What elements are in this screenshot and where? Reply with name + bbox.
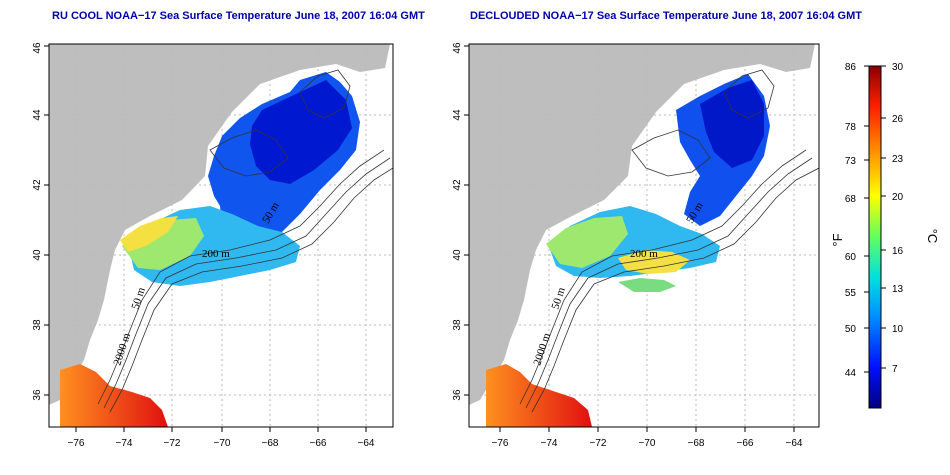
x-tick-label: −70 (639, 438, 656, 449)
right-map-panel: 200 m 50 m 2000 m 50 m −76 −74 −72 −70 −… (452, 42, 820, 449)
south-warm-region (60, 364, 168, 427)
x-tick-label: −74 (116, 438, 133, 449)
left-plot-frame (48, 43, 394, 428)
temperature-colorbar: 86 78 73 68 60 55 50 44 30 26 23 20 16 1… (830, 62, 940, 409)
y-tick-label: 44 (32, 109, 43, 121)
left-map-panel: 200 m 50 m 2000 m 50 m −76 −74 −72 −70 −… (32, 42, 394, 449)
colorbar-f-tick: 86 (845, 62, 857, 73)
left-x-axis: −76 −74 −72 −70 −68 −66 −64 (68, 427, 375, 449)
x-tick-label: −64 (786, 438, 803, 449)
land-mass (469, 44, 815, 405)
yellow-sst-patch (618, 250, 690, 274)
colorbar-c-tick: 30 (892, 62, 904, 73)
y-tick-label: 46 (32, 42, 43, 54)
right-y-axis: 36 38 40 42 44 46 (452, 42, 469, 401)
left-map-content: 200 m 50 m 2000 m 50 m (49, 44, 393, 427)
x-tick-label: −76 (68, 438, 85, 449)
contour-label-200m: 200 m (630, 248, 658, 260)
bathymetry-contours (97, 69, 393, 413)
y-tick-label: 44 (452, 109, 463, 121)
colorbar-c-tick: 23 (892, 154, 904, 165)
right-x-axis: −76 −74 −72 −70 −68 −66 −64 (492, 427, 803, 449)
y-tick-label: 40 (452, 249, 463, 261)
warm-shelf-sst (546, 216, 628, 268)
left-map-title: RU COOL NOAA−17 Sea Surface Temperature … (52, 10, 425, 22)
colorbar-c-tick: 20 (892, 192, 904, 203)
y-tick-label: 38 (452, 319, 463, 331)
colorbar-c-tick: 13 (892, 284, 904, 295)
right-plot-frame (468, 43, 820, 428)
cold-sst-core (700, 80, 764, 168)
bathymetry-contours (519, 69, 819, 413)
y-tick-label: 42 (452, 179, 463, 191)
x-tick-label: −74 (541, 438, 558, 449)
yellow-sst-patch (120, 216, 178, 252)
x-tick-label: −66 (310, 438, 327, 449)
colorbar-f-tick: 44 (845, 368, 857, 379)
colorbar-f-tick: 60 (845, 252, 857, 263)
x-tick-label: −68 (688, 438, 705, 449)
colorbar-c-tick: 7 (892, 364, 898, 375)
right-map-content: 200 m 50 m 2000 m 50 m (469, 44, 819, 427)
x-tick-label: −66 (737, 438, 754, 449)
colorbar-f-tick: 68 (845, 194, 857, 205)
south-warm-region (486, 364, 592, 427)
contour-label-200m: 200 m (202, 248, 230, 260)
left-y-axis: 36 38 40 42 44 46 (32, 42, 49, 401)
y-tick-label: 40 (32, 249, 43, 261)
x-tick-label: −72 (590, 438, 607, 449)
colorbar-c-tick: 10 (892, 324, 904, 335)
x-tick-label: −70 (214, 438, 231, 449)
colorbar-f-tick: 78 (845, 122, 857, 133)
right-map-title: DECLOUDED NOAA−17 Sea Surface Temperatur… (470, 10, 862, 22)
colorbar-c-tick: 26 (892, 114, 904, 125)
y-tick-label: 38 (32, 319, 43, 331)
colorbar-gradient (868, 65, 882, 409)
colorbar-c-tick: 16 (892, 246, 904, 257)
colorbar-f-tick: 55 (845, 288, 857, 299)
colorbar-f-tick: 50 (845, 324, 857, 335)
y-tick-label: 36 (32, 389, 43, 401)
fahrenheit-unit-label: °F (830, 233, 845, 246)
land-mass (49, 44, 390, 405)
y-tick-label: 46 (452, 42, 463, 54)
offshore-sst-patch (618, 278, 676, 292)
y-tick-label: 36 (452, 389, 463, 401)
x-tick-label: −76 (492, 438, 509, 449)
cold-sst-core (250, 80, 352, 184)
celsius-unit-label: °C (925, 229, 940, 244)
x-tick-label: −68 (262, 438, 279, 449)
x-tick-label: −72 (164, 438, 181, 449)
colorbar-f-tick: 73 (845, 156, 857, 167)
x-tick-label: −64 (358, 438, 375, 449)
y-tick-label: 42 (32, 179, 43, 191)
